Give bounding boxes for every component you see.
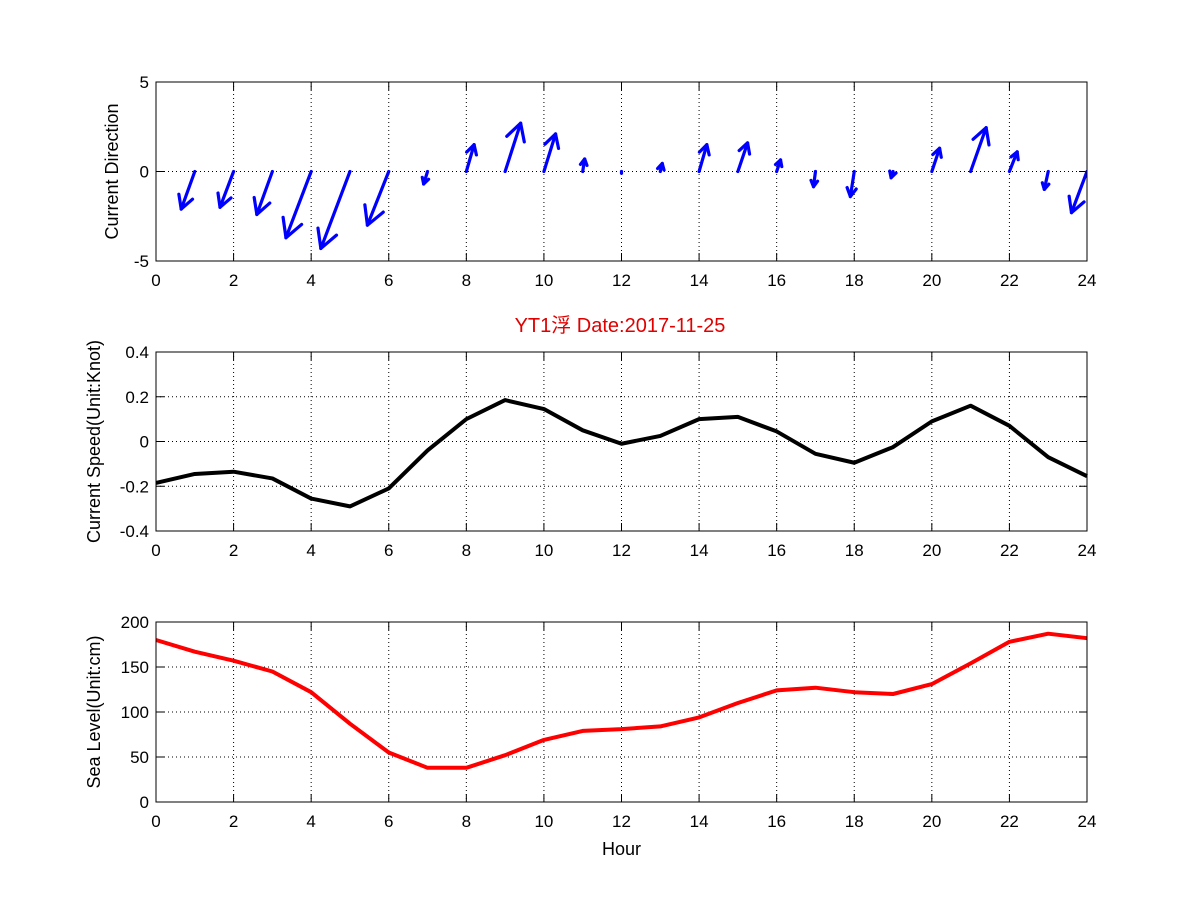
direction-arrow: [177, 169, 197, 211]
x-tick-label: 12: [612, 271, 631, 290]
y-tick-label: 0: [140, 163, 149, 182]
x-tick-label: 0: [151, 271, 160, 290]
x-tick-label: 2: [229, 541, 238, 560]
x-tick-label: 10: [534, 541, 553, 560]
x-tick-label: 6: [384, 812, 393, 831]
x-tick-label: 6: [384, 541, 393, 560]
y-tick-label: -0.2: [120, 477, 149, 496]
direction-arrow: [316, 169, 352, 251]
y-tick-label: 0.2: [125, 388, 149, 407]
y-tick-label: -0.4: [120, 522, 149, 541]
y-tick-label: 0: [140, 433, 149, 452]
direction-arrow: [930, 146, 943, 174]
y-tick-label: 150: [121, 658, 149, 677]
x-tick-label: 4: [306, 271, 315, 290]
x-tick-label: 8: [462, 541, 471, 560]
x-tick-label: 24: [1078, 271, 1097, 290]
direction-arrow: [809, 169, 820, 189]
x-tick-label: 22: [1000, 271, 1019, 290]
figure-title: YT1浮 Date:2017-11-25: [515, 314, 726, 337]
y-axis-label: Sea Level(Unit:cm): [84, 635, 104, 788]
x-tick-label: 24: [1078, 541, 1097, 560]
x-tick-label: 12: [612, 812, 631, 831]
direction-arrow: [1040, 169, 1051, 191]
x-tick-label: 14: [690, 271, 709, 290]
axes-frame: [155, 351, 1088, 532]
y-tick-label: 0.4: [125, 343, 149, 362]
direction-arrow: [969, 126, 991, 174]
x-tick-label: 14: [690, 541, 709, 560]
x-tick-label: 18: [845, 812, 864, 831]
direction-arrow: [420, 169, 431, 186]
x-tick-label: 2: [229, 812, 238, 831]
direction-arrow: [464, 143, 479, 174]
y-tick-label: 200: [121, 613, 149, 632]
x-tick-label: 16: [767, 271, 786, 290]
x-tick-label: 20: [922, 271, 941, 290]
y-tick-label: -5: [134, 252, 149, 271]
x-tick-label: 4: [306, 812, 315, 831]
direction-arrow: [1007, 150, 1020, 174]
x-tick-label: 0: [151, 541, 160, 560]
x-tick-label: 22: [1000, 541, 1019, 560]
x-tick-label: 20: [922, 541, 941, 560]
direction-arrow: [503, 121, 526, 174]
x-tick-label: 16: [767, 541, 786, 560]
y-tick-label: 0: [140, 793, 149, 812]
series-line: [155, 398, 1088, 509]
x-tick-label: 2: [229, 271, 238, 290]
y-axis-label: Current Speed(Unit:Knot): [84, 340, 104, 543]
series-line: [155, 631, 1088, 770]
x-tick-label: 6: [384, 271, 393, 290]
x-tick-label: 10: [534, 271, 553, 290]
x-tick-label: 8: [462, 812, 471, 831]
current-speed-panel: 0 2 4 6 8 10 12 14 16 18 20 22 24-0.4-0.200.20.4Curr…: [84, 340, 1096, 560]
y-tick-label: 50: [130, 748, 149, 767]
x-tick-label: 16: [767, 812, 786, 831]
x-axis-label: Hour: [602, 839, 641, 859]
direction-arrow: [1067, 169, 1087, 215]
direction-arrow: [888, 169, 898, 180]
x-tick-label: 18: [845, 541, 864, 560]
x-tick-label: 12: [612, 541, 631, 560]
direction-arrow: [252, 169, 274, 217]
y-tick-label: 5: [140, 73, 149, 92]
direction-arrow: [845, 169, 858, 199]
axes-frame: [155, 621, 1088, 803]
x-tick-label: 18: [845, 271, 864, 290]
x-tick-label: 24: [1078, 812, 1097, 831]
direction-arrow: [281, 169, 313, 240]
x-tick-label: 8: [462, 271, 471, 290]
direction-arrow: [697, 143, 711, 174]
direction-arrow: [773, 158, 784, 174]
y-axis-label: Current Direction: [102, 103, 122, 239]
direction-arrow: [736, 141, 752, 174]
x-tick-label: 10: [534, 812, 553, 831]
direction-arrow: [363, 169, 391, 227]
y-tick-label: 100: [121, 703, 149, 722]
axes-frame: [155, 81, 1088, 262]
x-tick-label: 4: [306, 541, 315, 560]
direction-arrow: [542, 132, 561, 174]
direction-arrow: [216, 169, 236, 209]
x-tick-label: 0: [151, 812, 160, 831]
x-tick-label: 22: [1000, 812, 1019, 831]
x-tick-label: 14: [690, 812, 709, 831]
direction-arrow: [656, 161, 666, 174]
x-tick-label: 20: [922, 812, 941, 831]
direction-arrow: [578, 157, 589, 174]
